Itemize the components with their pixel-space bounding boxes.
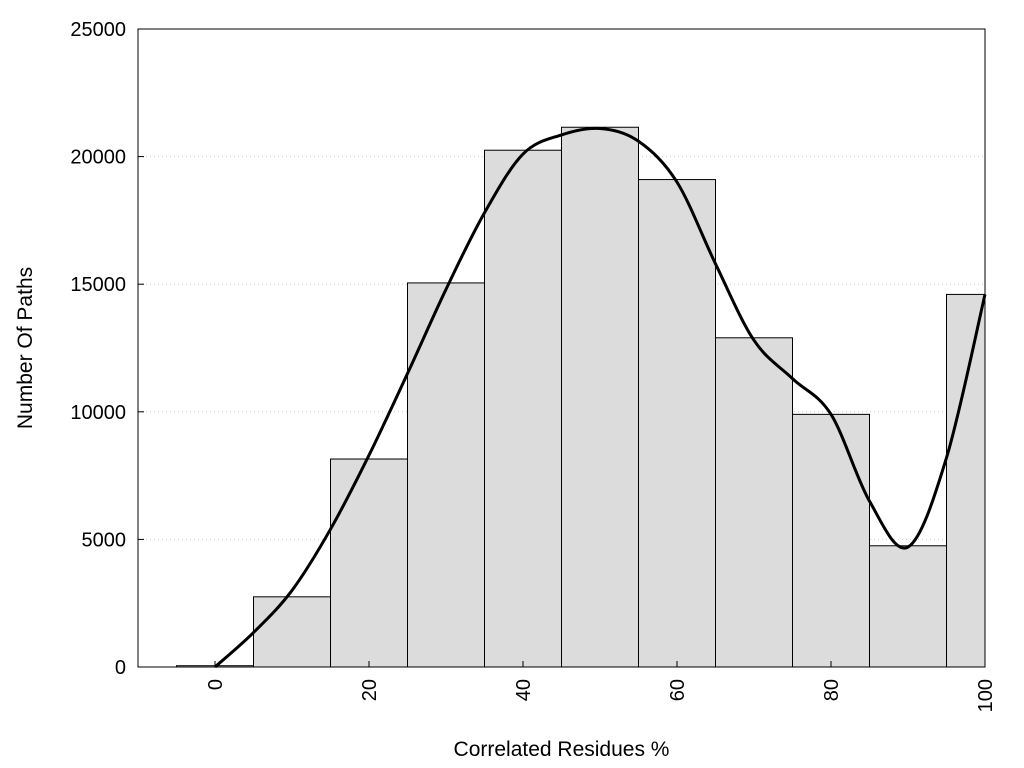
histogram-bar (561, 126, 639, 668)
histogram-bar (946, 293, 986, 668)
x-tick-label: 100 (975, 679, 997, 712)
histogram-bar (253, 596, 331, 668)
x-tick-label: 0 (205, 679, 227, 690)
plot-frame (137, 28, 986, 668)
y-tick-label: 5000 (82, 529, 127, 551)
trend-curve (213, 126, 987, 669)
histogram-bar (484, 149, 562, 668)
histogram-bar (638, 179, 716, 668)
trend-curve-line (213, 126, 987, 669)
histogram-bar (715, 337, 793, 668)
x-tick-label: 20 (359, 679, 381, 701)
x-tick-label: 80 (821, 679, 843, 701)
histogram-bar (869, 545, 947, 668)
histogram-bar (407, 282, 485, 668)
histogram-bar (792, 413, 870, 668)
y-tick-label: 20000 (70, 147, 126, 169)
x-axis-ticks: 0 20 40 60 80 100 (205, 661, 997, 712)
y-tick-label: 0 (115, 657, 126, 679)
y-tick-label: 15000 (70, 274, 126, 296)
y-tick-label: 10000 (70, 402, 126, 424)
histogram-bar (330, 458, 408, 668)
y-tick-label: 25000 (70, 19, 126, 41)
x-tick-label: 60 (667, 679, 689, 701)
y-axis-title: Number Of Paths (14, 267, 37, 429)
bars (176, 126, 986, 668)
x-axis-title: Correlated Residues % (454, 738, 670, 761)
y-axis-ticks: 0 5000 10000 15000 20000 25000 (70, 19, 144, 679)
x-tick-label: 40 (513, 679, 535, 701)
